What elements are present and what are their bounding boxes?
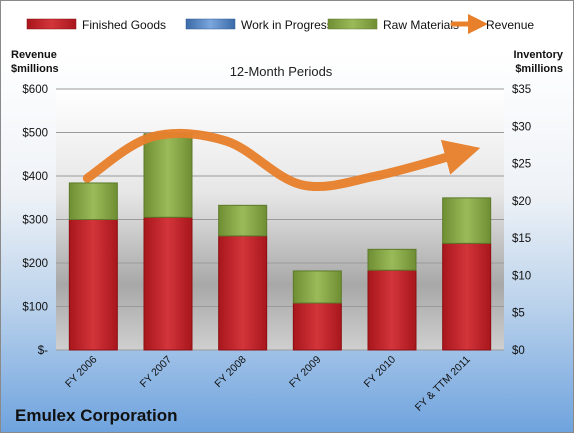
- legend-label-revenue: Revenue: [486, 18, 534, 32]
- bar-raw-materials: [292, 270, 342, 304]
- right-tick-label: $15: [512, 233, 531, 245]
- left-tick-label: $400: [22, 171, 48, 183]
- left-axis-label-line1: Revenue: [11, 49, 57, 61]
- right-tick-label: $30: [512, 121, 531, 133]
- bar-finished-goods: [143, 216, 193, 351]
- right-axis-ticks: $0 $5 $10 $15 $20 $25 $30 $35: [512, 84, 531, 357]
- legend-swatch-work-in-progress: [185, 18, 236, 30]
- right-tick-label: $20: [512, 196, 531, 208]
- company-name: Emulex Corporation: [15, 406, 178, 425]
- legend-label-finished-goods: Finished Goods: [82, 18, 166, 32]
- left-tick-label: $600: [22, 84, 48, 96]
- legend-swatch-raw-materials: [327, 18, 378, 30]
- x-axis-ticks: FY 2006 FY 2007 FY 2008 FY 2009 FY 2010 FY & …: [63, 354, 473, 414]
- right-tick-label: $0: [512, 345, 525, 357]
- right-tick-label: $10: [512, 270, 531, 282]
- bar-finished-goods: [442, 242, 492, 351]
- right-axis-label-line2: $millions: [515, 63, 563, 75]
- x-tick-label: FY 2006: [63, 354, 100, 391]
- right-tick-label: $25: [512, 159, 531, 171]
- left-tick-label: $-: [38, 345, 48, 357]
- bar-raw-materials: [68, 182, 118, 221]
- left-tick-label: $500: [22, 128, 48, 140]
- x-tick-label: FY 2009: [287, 354, 324, 391]
- left-tick-label: $200: [22, 258, 48, 270]
- left-tick-label: $300: [22, 215, 48, 227]
- legend-label-raw-materials: Raw Materials: [383, 18, 459, 32]
- bar-finished-goods: [68, 219, 118, 351]
- bar-raw-materials: [218, 204, 268, 237]
- bar-raw-materials: [143, 133, 193, 218]
- x-tick-label: FY 2010: [362, 354, 399, 391]
- bar-raw-materials: [367, 248, 417, 271]
- x-tick-label: FY 2008: [212, 354, 249, 391]
- bar-raw-materials: [442, 197, 492, 244]
- left-axis-ticks: $- $100 $200 $300 $400 $500 $600: [22, 84, 48, 357]
- gridlines: [56, 88, 504, 351]
- x-tick-label: FY & TTM 2011: [413, 354, 473, 414]
- left-tick-label: $100: [22, 302, 48, 314]
- revenue-line: [82, 128, 481, 192]
- right-axis-label-line1: Inventory: [513, 49, 563, 61]
- bars: [68, 133, 492, 351]
- bar-finished-goods: [367, 269, 417, 351]
- legend: Finished Goods Work in Progress Raw Mate…: [26, 14, 534, 34]
- left-axis-label-line2: $millions: [11, 63, 59, 75]
- bar-finished-goods: [292, 302, 342, 351]
- chart-title: 12-Month Periods: [230, 64, 333, 79]
- right-tick-label: $35: [512, 84, 531, 96]
- x-tick-label: FY 2007: [138, 354, 175, 391]
- legend-label-work-in-progress: Work in Progress: [241, 18, 333, 32]
- right-tick-label: $5: [512, 308, 525, 320]
- bar-finished-goods: [218, 235, 268, 351]
- legend-swatch-finished-goods: [26, 18, 77, 30]
